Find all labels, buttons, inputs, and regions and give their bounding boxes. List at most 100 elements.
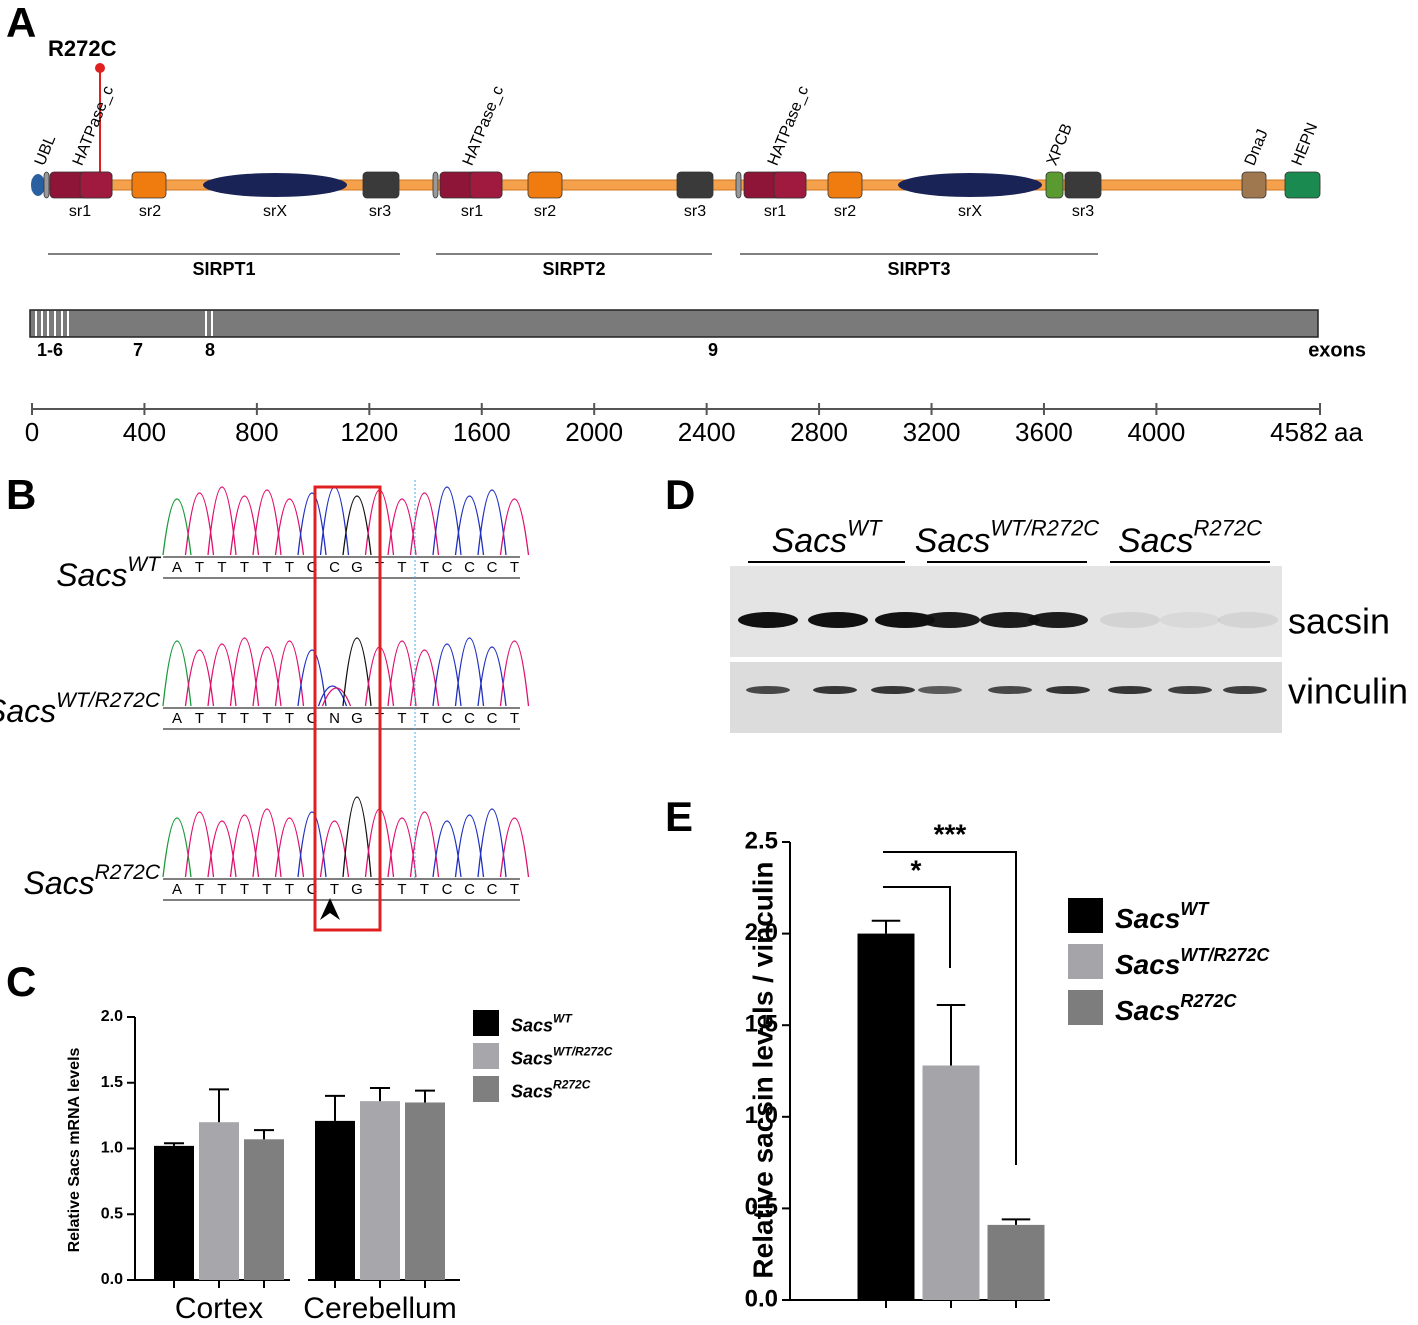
repeat-label: sr2 bbox=[534, 203, 556, 220]
band bbox=[980, 612, 1040, 628]
base-call: C bbox=[442, 881, 453, 898]
trace-peak bbox=[207, 486, 237, 556]
linker bbox=[432, 171, 439, 199]
band bbox=[808, 612, 868, 628]
legend-label-base: Sacs bbox=[511, 1015, 553, 1035]
panel-label: E bbox=[665, 793, 693, 840]
base-call: T bbox=[420, 881, 429, 898]
bar bbox=[405, 1102, 445, 1280]
trace-peak bbox=[297, 811, 327, 878]
base-call: T bbox=[195, 559, 204, 576]
trace-peak bbox=[409, 492, 440, 556]
significance-label: *** bbox=[934, 818, 967, 849]
genotype-label-sup: WT bbox=[127, 553, 162, 576]
domain-label: XPCB bbox=[1044, 121, 1076, 168]
trace-peak bbox=[297, 649, 327, 707]
y-tick-label: 2.0 bbox=[101, 1008, 123, 1025]
legend-swatch bbox=[473, 1010, 499, 1036]
mutation-label: R272C bbox=[48, 36, 117, 61]
group-label: SacsWT bbox=[772, 515, 883, 560]
base-call: T bbox=[217, 710, 226, 727]
y-tick-label: 1.0 bbox=[101, 1140, 123, 1157]
bar bbox=[154, 1145, 194, 1280]
legend-label: SacsR272C bbox=[1115, 991, 1237, 1027]
base-call: G bbox=[351, 881, 363, 898]
repeat-label: sr1 bbox=[461, 203, 483, 220]
aa-unit: aa bbox=[1334, 417, 1363, 447]
genotype-label-sup: WT/R272C bbox=[56, 689, 161, 712]
base-call: T bbox=[285, 559, 294, 576]
base-call: N bbox=[329, 710, 340, 727]
base-call: T bbox=[330, 881, 339, 898]
panel-label: D bbox=[665, 471, 695, 518]
legend-label-sup: WT bbox=[553, 1012, 573, 1026]
exon-label: 8 bbox=[205, 340, 215, 360]
exon-label: 7 bbox=[133, 340, 143, 360]
y-tick-label: 0.5 bbox=[745, 1194, 778, 1221]
group-label-sup: R272C bbox=[1194, 515, 1263, 540]
base-call: A bbox=[172, 881, 182, 898]
y-tick-label: 1.0 bbox=[745, 1102, 778, 1129]
panel-label: A bbox=[6, 0, 36, 46]
legend-label-sup: WT/R272C bbox=[1180, 945, 1270, 965]
exons-label: exons bbox=[1308, 339, 1366, 361]
domain-label: HATPase_c bbox=[460, 84, 507, 168]
base-call: C bbox=[329, 559, 340, 576]
aa-tick-label: 800 bbox=[235, 417, 278, 447]
blot-vinculin bbox=[730, 662, 1282, 733]
trace-peak bbox=[184, 492, 215, 556]
base-call: T bbox=[510, 559, 519, 576]
legend-label: SacsWT/R272C bbox=[1115, 945, 1270, 981]
y-axis-label: Relative sacsin levels / vinculin bbox=[747, 861, 778, 1278]
base-call: C bbox=[307, 881, 318, 898]
trace-peak bbox=[252, 489, 282, 556]
band bbox=[918, 686, 962, 694]
repeat-label: sr2 bbox=[139, 203, 161, 220]
band bbox=[813, 686, 857, 694]
base-call: C bbox=[464, 881, 475, 898]
trace-peak bbox=[477, 808, 507, 878]
base-call: C bbox=[487, 710, 498, 727]
bar bbox=[857, 933, 915, 1300]
sr2-domain bbox=[527, 171, 563, 199]
exon-label: 9 bbox=[708, 340, 718, 360]
sirpt-label: SIRPT2 bbox=[542, 259, 605, 279]
band bbox=[1160, 612, 1220, 628]
base-call: C bbox=[307, 710, 318, 727]
band bbox=[988, 686, 1032, 694]
base-call: T bbox=[262, 710, 271, 727]
aa-tick-label: 2000 bbox=[565, 417, 623, 447]
x-tick-label: Cerebellum bbox=[303, 1292, 456, 1325]
aa-tick-label: 4582 bbox=[1270, 417, 1328, 447]
legend-swatch bbox=[1068, 944, 1103, 979]
repeat-label: sr3 bbox=[684, 203, 706, 220]
y-tick-label: 0.0 bbox=[101, 1271, 123, 1288]
legend-label: SacsWT bbox=[511, 1012, 573, 1036]
group-label-base: Sacs bbox=[772, 522, 848, 560]
base-call: T bbox=[217, 881, 226, 898]
hatpase-domain bbox=[79, 171, 113, 199]
legend-label-sup: R272C bbox=[553, 1078, 591, 1092]
trace-peak bbox=[454, 637, 485, 707]
base-call: C bbox=[307, 559, 318, 576]
mutation-dot bbox=[95, 63, 105, 73]
row-label: sacsin bbox=[1288, 601, 1390, 642]
trace-peak bbox=[342, 637, 372, 707]
trace-peak bbox=[184, 811, 215, 878]
significance-bracket bbox=[883, 851, 1017, 1165]
legend-swatch bbox=[1068, 898, 1103, 933]
base-call: T bbox=[285, 881, 294, 898]
sirpt-label: SIRPT1 bbox=[192, 259, 255, 279]
genotype-label-base: Sacs bbox=[56, 557, 127, 593]
repeat-label: sr3 bbox=[369, 203, 391, 220]
band bbox=[875, 612, 935, 628]
arrowhead bbox=[320, 898, 340, 920]
trace-peak bbox=[297, 492, 327, 556]
base-call: T bbox=[510, 881, 519, 898]
genotype-label-sup: R272C bbox=[95, 861, 161, 884]
base-call: T bbox=[195, 710, 204, 727]
aa-tick-label: 0 bbox=[25, 417, 39, 447]
sr2-domain bbox=[131, 171, 167, 199]
legend-label: SacsWT bbox=[1115, 899, 1210, 935]
